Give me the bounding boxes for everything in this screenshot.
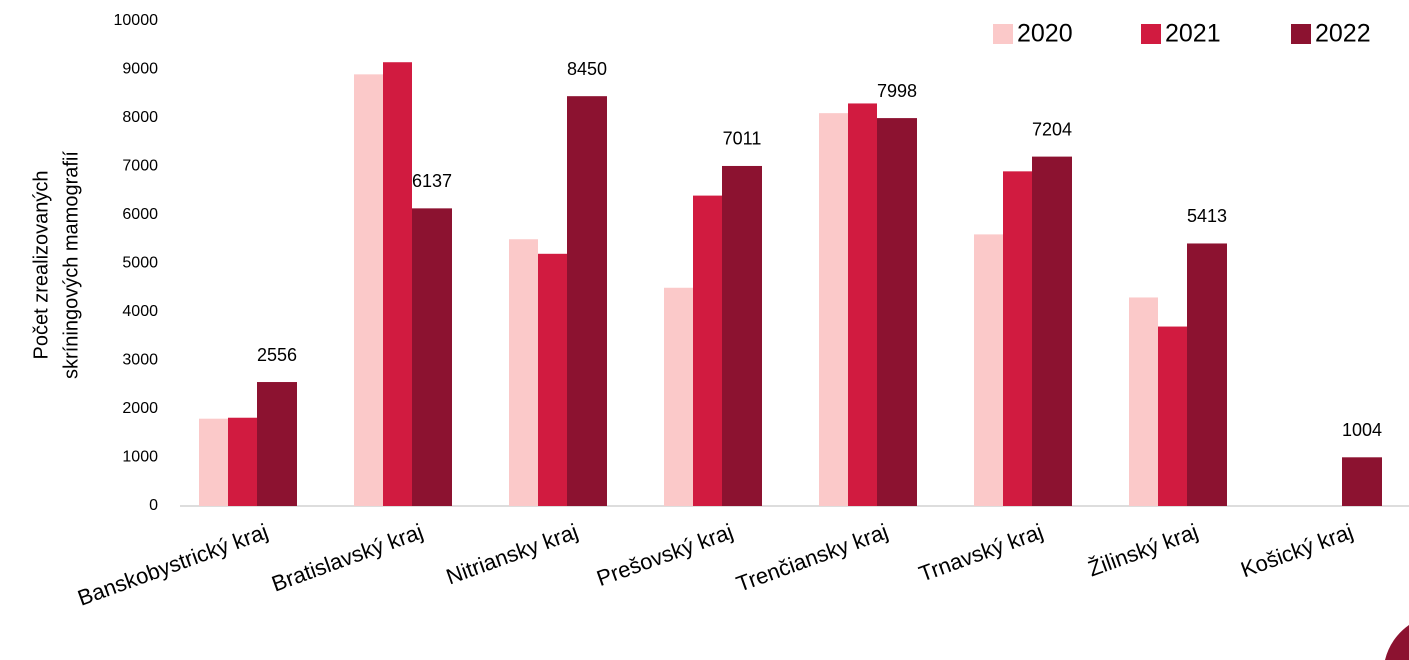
bar xyxy=(199,418,228,506)
y-tick-label: 4000 xyxy=(122,303,158,320)
data-label: 1004 xyxy=(1342,420,1382,440)
bar xyxy=(693,195,722,506)
y-tick-label: 8000 xyxy=(122,109,158,126)
bar xyxy=(1342,457,1382,506)
x-tick-label: Trnavský kraj xyxy=(916,519,1047,587)
y-tick-label: 5000 xyxy=(122,255,158,272)
y-axis-label: Počet zrealizovaných xyxy=(30,171,52,360)
legend-label: 2021 xyxy=(1165,20,1221,48)
data-label: 7998 xyxy=(877,81,917,101)
legend-label: 2020 xyxy=(1017,20,1073,48)
x-tick-label: Banskobystrický kraj xyxy=(74,519,271,611)
bar xyxy=(257,382,297,506)
y-tick-label: 3000 xyxy=(122,352,158,369)
y-tick-label: 9000 xyxy=(122,61,158,78)
x-tick-label: Bratislavský kraj xyxy=(268,519,426,597)
y-tick-label: 0 xyxy=(149,497,158,514)
x-tick-label: Košický kraj xyxy=(1237,519,1356,583)
legend-swatch xyxy=(1291,24,1311,44)
bar xyxy=(412,208,452,506)
y-tick-label: 2000 xyxy=(122,400,158,417)
legend-swatch xyxy=(993,24,1013,44)
bar xyxy=(1187,243,1227,507)
data-label: 6137 xyxy=(412,171,452,191)
y-tick-label: 6000 xyxy=(122,206,158,223)
y-tick-label: 1000 xyxy=(122,449,158,466)
bar xyxy=(1158,326,1187,506)
x-tick-label: Trenčiansky kraj xyxy=(733,519,891,597)
corner-decoration xyxy=(1385,625,1409,660)
data-label: 2556 xyxy=(257,345,297,365)
bar xyxy=(538,253,567,506)
x-tick-label: Nitriansky kraj xyxy=(443,519,581,590)
bar xyxy=(383,62,412,506)
x-tick-label: Prešovský kraj xyxy=(593,519,736,591)
bar xyxy=(1003,171,1032,506)
legend-swatch xyxy=(1141,24,1161,44)
y-axis-label: skríningových mamografií xyxy=(60,151,82,379)
x-tick-label: Žilinský kraj xyxy=(1085,519,1202,582)
bar xyxy=(848,103,877,506)
legend-label: 2022 xyxy=(1315,20,1371,48)
y-tick-label: 10000 xyxy=(114,12,159,29)
bar xyxy=(1032,156,1072,506)
bar xyxy=(354,74,383,506)
bar xyxy=(664,287,693,506)
bar xyxy=(722,165,762,507)
data-label: 5413 xyxy=(1187,206,1227,226)
bar xyxy=(567,96,607,507)
y-tick-label: 7000 xyxy=(122,158,158,175)
bar xyxy=(228,417,257,506)
data-label: 7204 xyxy=(1032,119,1072,139)
bar xyxy=(974,234,1003,506)
data-label: 7011 xyxy=(723,129,762,149)
bar xyxy=(819,113,848,507)
bar xyxy=(877,118,917,507)
data-label: 8450 xyxy=(567,59,607,79)
bar xyxy=(1129,297,1158,506)
bar xyxy=(509,239,538,506)
